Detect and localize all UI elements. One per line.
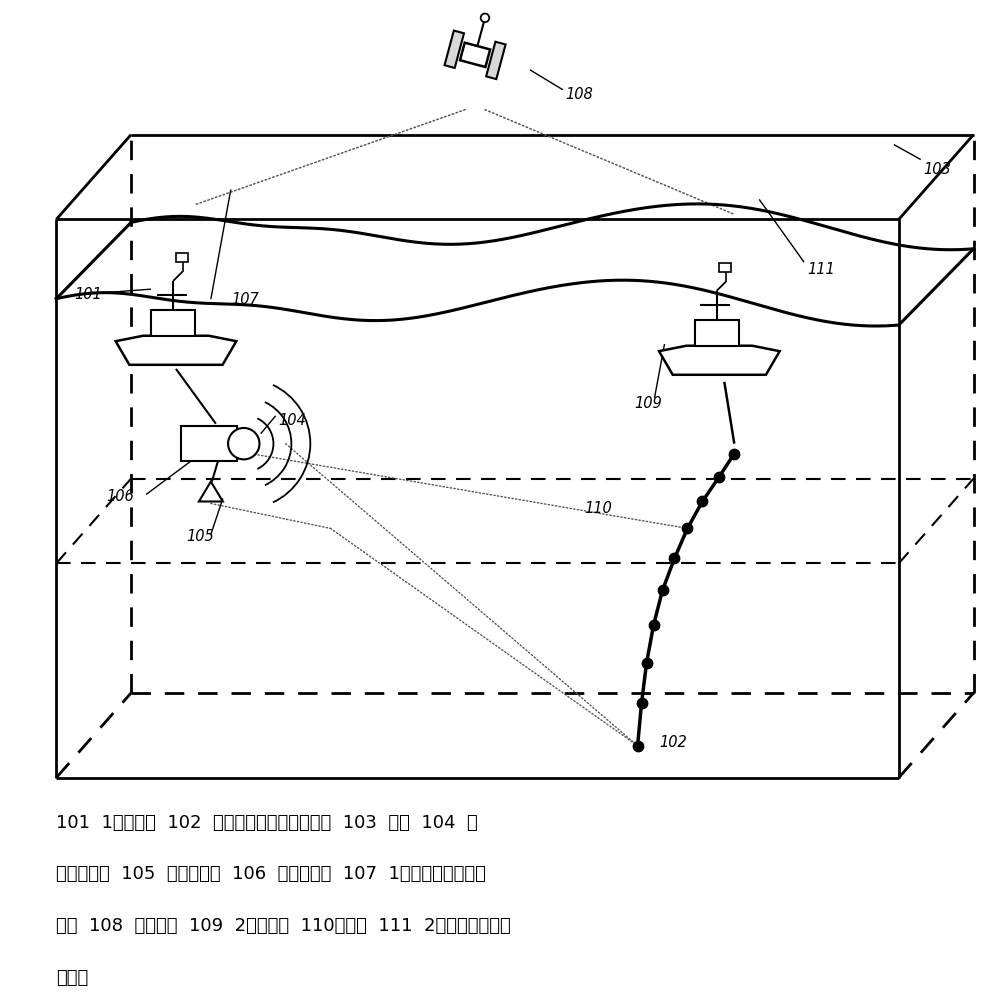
Text: 101: 101: [74, 286, 102, 302]
Polygon shape: [486, 42, 506, 79]
Bar: [181, 427, 237, 461]
Polygon shape: [199, 482, 223, 501]
Text: 108: 108: [565, 87, 593, 103]
Circle shape: [481, 14, 489, 22]
Text: 接收机: 接收机: [56, 969, 89, 987]
Text: 收机  108  导航卫星  109  2号测量船  110传输缆  111  2号导航卫星信号: 收机 108 导航卫星 109 2号测量船 110传输缆 111 2号导航卫星信…: [56, 917, 511, 935]
Text: 105: 105: [186, 528, 214, 544]
Text: 103: 103: [924, 162, 951, 177]
Text: 107: 107: [231, 291, 259, 307]
Text: 频带信号源  105  深度传感器  106  测距换能器  107  1号导航卫星信号接: 频带信号源 105 深度传感器 106 测距换能器 107 1号导航卫星信号接: [56, 865, 486, 883]
Polygon shape: [460, 43, 490, 67]
Polygon shape: [659, 346, 780, 375]
Text: 109: 109: [635, 396, 662, 412]
Text: 101  1号测量船  102  水下多元固定式直线阵列  103  海域  104  宽: 101 1号测量船 102 水下多元固定式直线阵列 103 海域 104 宽: [56, 814, 478, 831]
Text: 111: 111: [807, 261, 835, 277]
Text: 110: 110: [585, 500, 612, 516]
Bar: [719, 263, 731, 272]
Circle shape: [228, 428, 259, 460]
Polygon shape: [116, 336, 236, 365]
Text: 106: 106: [106, 489, 134, 504]
Polygon shape: [445, 31, 464, 68]
Text: 102: 102: [660, 735, 687, 751]
Polygon shape: [695, 320, 739, 346]
Polygon shape: [151, 310, 195, 336]
Text: 104: 104: [279, 413, 306, 429]
Bar: [176, 253, 188, 262]
